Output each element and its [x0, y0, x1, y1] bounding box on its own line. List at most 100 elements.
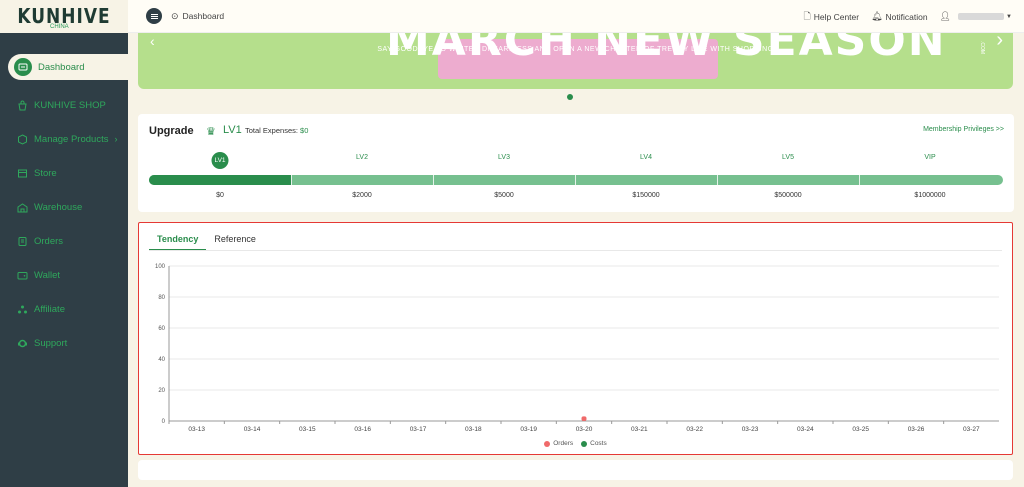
logo[interactable]: KUNHIVE CHINA [0, 0, 128, 33]
upgrade-title: Upgrade [149, 125, 194, 137]
x-tick-label: 03-21 [631, 426, 648, 433]
help-center-link[interactable]: 🗋 Help Center [804, 9, 860, 25]
total-expenses: Total Expenses: $0 [245, 126, 308, 135]
logo-subtext: CHINA [50, 24, 69, 30]
carousel-indicator-dot[interactable] [567, 94, 573, 100]
sidebar-item-label: Wallet [34, 269, 61, 281]
sidebar-item-affiliate[interactable]: Affiliate [0, 292, 128, 326]
sidebar-item-dashboard[interactable]: Dashboard [8, 54, 128, 80]
level-label: VIP [924, 154, 936, 161]
store-icon [16, 167, 28, 179]
level-label: LV2 [356, 154, 368, 161]
affiliate-icon [16, 303, 28, 315]
x-tick-label: 03-19 [520, 426, 537, 433]
banner-next-arrow-icon[interactable]: › [996, 33, 1003, 51]
user-menu[interactable]: 👤︎ ▼ [940, 11, 1012, 22]
level-divider [859, 175, 860, 185]
level-labels: LV1 LV2 LV3 LV4 LV5 VIP [149, 152, 1003, 172]
dashboard-icon [14, 58, 32, 76]
legend-item-costs[interactable]: Costs [581, 440, 607, 447]
banner-headline: MARCH NEW SEASON [386, 33, 947, 66]
expenses-label: Total Expenses: [245, 126, 298, 135]
tab-reference[interactable]: Reference [214, 234, 256, 244]
y-tick-label: 20 [158, 388, 165, 394]
sidebar-item-label: KUNHIVE SHOP [34, 99, 106, 111]
level-amount: $2000 [352, 192, 372, 199]
sidebar-item-support[interactable]: Support [0, 326, 128, 360]
logo-text: KUNHIVE [17, 4, 111, 29]
y-tick-label: 0 [162, 419, 166, 425]
document-icon: 🗋 [803, 10, 811, 21]
expenses-value: $0 [300, 126, 309, 135]
x-tick-label: 03-23 [742, 426, 759, 433]
level-amount: $1000000 [914, 192, 946, 199]
y-tick-label: 100 [155, 264, 166, 270]
membership-privileges-link[interactable]: Membership Privileges >> [923, 126, 1004, 133]
chart-tabs: Tendency Reference [149, 231, 264, 251]
sidebar-item-label: Warehouse [34, 201, 83, 213]
level-label: LV4 [640, 154, 652, 161]
tendency-chart-card: Tendency Reference 0 20 40 60 80 100 03-13 03-1… [138, 222, 1013, 455]
caret-down-icon: ▼ [1006, 13, 1012, 20]
tab-divider [149, 250, 1002, 251]
x-tick-label: 03-26 [908, 426, 925, 433]
menu-toggle-button[interactable] [146, 8, 162, 24]
sidebar-item-orders[interactable]: Orders [0, 224, 128, 258]
x-tick-label: 03-20 [576, 426, 593, 433]
promo-banner[interactable]: MARCH NEW SEASON SAY GOODBYE TO WINTER D… [138, 33, 1013, 89]
sidebar-item-kunhive-shop[interactable]: KUNHIVE SHOP [0, 88, 128, 122]
sidebar-item-warehouse[interactable]: Warehouse [0, 190, 128, 224]
help-center-label: Help Center [813, 11, 860, 22]
sidebar-item-label: Support [34, 337, 68, 349]
level-amount: $5000 [494, 192, 514, 199]
support-icon [16, 337, 28, 349]
y-tick-label: 60 [158, 326, 165, 332]
hamburger-icon [150, 15, 158, 17]
user-icon: 👤︎ [939, 11, 952, 21]
level-label: LV3 [498, 154, 510, 161]
breadcrumb: ⊙ Dashboard [171, 11, 224, 22]
x-tick-label: 03-18 [465, 426, 482, 433]
x-tick-label: 03-13 [188, 426, 205, 433]
level-divider [717, 175, 718, 185]
warehouse-icon [16, 201, 28, 213]
data-point-orders [581, 416, 587, 421]
level-divider [575, 175, 576, 185]
sidebar-item-label: Store [34, 167, 57, 179]
breadcrumb-label: Dashboard [182, 11, 225, 21]
legend-swatch [581, 440, 588, 447]
banner-highlight [438, 39, 718, 79]
products-icon [16, 133, 28, 145]
legend-swatch [544, 440, 551, 447]
x-tick-label: 03-15 [299, 426, 316, 433]
location-pin-icon: ⊙ [171, 10, 179, 21]
notification-link[interactable]: 🔔︎ Notification [871, 11, 928, 22]
sidebar-item-label: Manage Products [34, 133, 109, 145]
x-tick-label: 03-16 [354, 426, 371, 433]
x-tick-label: 03-22 [686, 426, 703, 433]
banner-prev-arrow-icon[interactable]: ‹ [150, 33, 155, 49]
sidebar-item-manage-products[interactable]: Manage Products › [0, 122, 128, 156]
username-redacted [958, 13, 1005, 20]
sidebar-item-wallet[interactable]: Wallet [0, 258, 128, 292]
level-label: LV5 [782, 154, 794, 161]
chart-legend: Orders Costs [139, 440, 1012, 447]
banner-subtitle: SAY GOODBYE TO WINTER DREARINESS AND OPE… [377, 46, 774, 53]
top-right-actions: 🗋 Help Center 🔔︎ Notification 👤︎ ▼ [804, 0, 1024, 33]
legend-label: Orders [553, 440, 574, 447]
x-tick-label: 03-17 [410, 426, 427, 433]
orders-icon [16, 235, 28, 247]
wallet-icon [16, 269, 28, 281]
level-divider [433, 175, 434, 185]
sidebar-item-label: Dashboard [38, 61, 85, 73]
x-tick-label: 03-25 [852, 426, 869, 433]
tab-tendency[interactable]: Tendency [149, 231, 207, 251]
legend-label: Costs [590, 440, 607, 447]
top-bar: ⊙ Dashboard 🗋 Help Center 🔔︎ Notificatio… [128, 0, 1024, 33]
legend-item-orders[interactable]: Orders [544, 440, 573, 447]
level-progress-bar [149, 175, 1003, 185]
x-tick-label: 03-27 [963, 426, 980, 433]
sidebar-item-store[interactable]: Store [0, 156, 128, 190]
y-tick-label: 80 [158, 295, 165, 301]
level-label: LV1 [211, 152, 229, 169]
